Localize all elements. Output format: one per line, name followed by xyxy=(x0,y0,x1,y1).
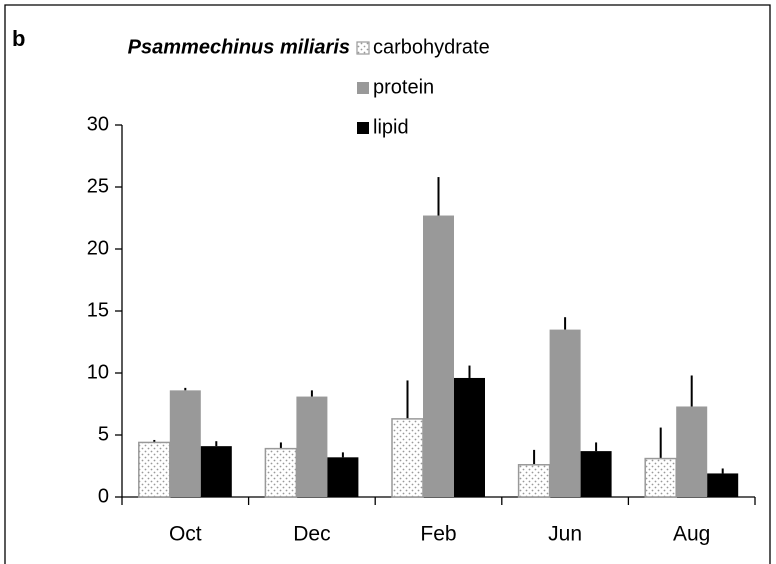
x-tick-label: Feb xyxy=(420,523,456,546)
x-tick-label: Oct xyxy=(169,523,202,546)
bar xyxy=(644,457,677,498)
bar xyxy=(169,390,201,497)
legend-swatch xyxy=(356,41,370,55)
legend-label: carbohydrate xyxy=(373,36,490,58)
legend-title: Psammechinus miliaris xyxy=(128,36,350,58)
legend-label: lipid xyxy=(373,116,409,138)
legend-label: protein xyxy=(373,76,434,98)
bar xyxy=(517,464,551,498)
x-tick-label: Jun xyxy=(548,523,582,546)
bar xyxy=(707,473,739,497)
y-tick-label: 10 xyxy=(87,361,109,383)
frame xyxy=(4,4,771,564)
legend-swatch xyxy=(357,122,369,134)
y-tick-label: 5 xyxy=(98,423,109,445)
bar xyxy=(391,418,424,498)
bar xyxy=(138,441,171,498)
y-tick-label: 15 xyxy=(87,299,109,321)
bar xyxy=(549,329,581,497)
x-tick-label: Aug xyxy=(673,523,710,546)
bar xyxy=(200,446,232,497)
y-tick-label: 25 xyxy=(87,175,109,197)
bar xyxy=(676,406,708,497)
bar xyxy=(454,377,485,497)
panel-label: b xyxy=(12,26,25,51)
y-tick-label: 30 xyxy=(87,113,109,135)
x-tick-label: Dec xyxy=(293,523,330,546)
bar xyxy=(580,451,612,497)
y-tick-label: 20 xyxy=(87,237,109,259)
bar xyxy=(296,396,328,497)
y-tick-label: 0 xyxy=(98,485,109,507)
bar xyxy=(423,215,454,497)
legend-swatch xyxy=(357,82,369,94)
bar xyxy=(264,447,298,498)
bar xyxy=(327,457,359,497)
